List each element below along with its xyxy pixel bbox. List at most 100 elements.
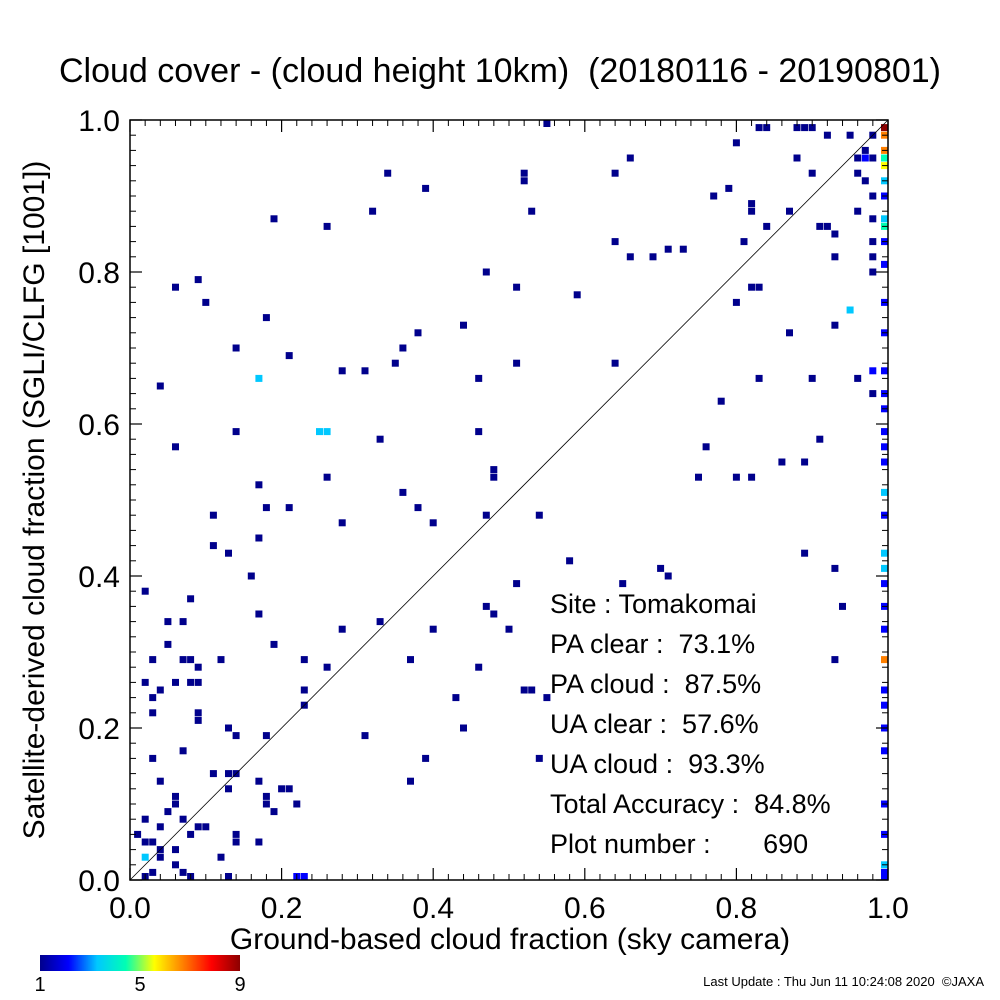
heatmap-cell (611, 359, 619, 367)
heatmap-cell (156, 823, 164, 831)
heatmap-cell (179, 868, 187, 876)
heatmap-cell (429, 625, 437, 633)
heatmap-cell (149, 694, 157, 702)
heatmap-cell (657, 564, 665, 572)
heatmap-cell (391, 359, 399, 367)
heatmap-cell (376, 435, 384, 443)
heatmap-cell (361, 732, 369, 740)
x-tick-label: 0.4 (412, 892, 454, 925)
heatmap-cell (482, 511, 490, 519)
heatmap-cell (194, 716, 202, 724)
heatmap-cell (881, 656, 888, 664)
x-axis-label: Ground-based cloud fraction (sky camera) (229, 923, 791, 956)
y-tick-label: 0.6 (78, 409, 120, 442)
x-tick-label: 0.2 (261, 892, 303, 925)
plot-number-stat: Plot number : 690 (550, 829, 809, 859)
heatmap-cell (475, 374, 483, 382)
heatmap-cell (209, 511, 217, 519)
heatmap-cell (816, 435, 824, 443)
heatmap-cell (831, 253, 839, 261)
ua-cloud-stat: UA cloud : 93.3% (550, 749, 765, 779)
heatmap-cell (225, 770, 232, 778)
heatmap-cell (490, 610, 498, 618)
heatmap-cell (262, 732, 270, 740)
heatmap-cell (414, 329, 422, 337)
heatmap-cell (172, 861, 179, 869)
heatmap-cell (664, 572, 672, 580)
ua-clear-stat: UA clear : 57.6% (550, 709, 759, 739)
last-update-footer: Last Update : Thu Jun 11 10:24:08 2020 ©… (703, 974, 984, 989)
heatmap-cell (407, 777, 414, 785)
x-tick-label: 0.6 (564, 892, 606, 925)
heatmap-cell (490, 466, 498, 474)
heatmap-cell (732, 473, 740, 481)
heatmap-cell (869, 215, 877, 223)
heatmap-cell (376, 618, 384, 626)
heatmap-cell (748, 200, 756, 208)
heatmap-cell (881, 549, 888, 557)
heatmap-cell (740, 238, 748, 246)
heatmap-cell (149, 754, 157, 762)
heatmap-cell (262, 800, 270, 808)
heatmap-cell (831, 656, 839, 664)
heatmap-cell (831, 564, 839, 572)
heatmap-cell (881, 747, 888, 755)
heatmap-cell (232, 344, 240, 352)
heatmap-cell (172, 443, 179, 451)
heatmap-cell (225, 785, 232, 793)
heatmap-cell (611, 169, 619, 177)
heatmap-cell (869, 238, 877, 246)
heatmap-cell (225, 724, 232, 732)
x-tick-label: 1.0 (867, 892, 909, 925)
heatmap-cell (278, 785, 286, 793)
heatmap-cell (626, 253, 634, 261)
heatmap-cell (854, 207, 862, 215)
heatmap-cell (255, 610, 263, 618)
heatmap-cell (452, 694, 460, 702)
heatmap-cell (384, 169, 392, 177)
heatmap-cell (748, 283, 756, 291)
heatmap-cell (755, 374, 763, 382)
heatmap-cell (808, 169, 816, 177)
heatmap-cell (535, 754, 543, 762)
heatmap-cell (869, 367, 877, 375)
heatmap-cell (823, 222, 831, 230)
heatmap-cell (475, 428, 483, 436)
heatmap-cell (187, 678, 195, 686)
heatmap-cell (164, 618, 172, 626)
heatmap-cell (528, 686, 536, 694)
heatmap-cell (460, 724, 467, 732)
heatmap-cell (535, 511, 543, 519)
heatmap-cell (881, 868, 888, 876)
heatmap-cell (172, 792, 179, 800)
heatmap-cell (831, 321, 839, 329)
heatmap-cell (293, 800, 301, 808)
heatmap-cell (300, 686, 308, 694)
heatmap-cell (543, 694, 551, 702)
statistics-box: Site : Tomakomai PA clear : 73.1% PA clo… (550, 584, 831, 864)
y-tick-label: 1.0 (78, 105, 120, 138)
colorbar-tick-label: 5 (134, 974, 146, 996)
heatmap-cell (209, 542, 217, 550)
heatmap-cell (172, 283, 179, 291)
heatmap-cell (141, 838, 149, 846)
heatmap-cell (255, 374, 263, 382)
heatmap-cell (854, 374, 862, 382)
heatmap-cell (619, 580, 627, 588)
heatmap-cell (679, 245, 687, 253)
heatmap-cell (839, 602, 846, 610)
heatmap-cell (778, 458, 786, 466)
heatmap-cell (202, 823, 210, 831)
heatmap-cell (262, 314, 270, 322)
heatmap-cell (801, 549, 809, 557)
heatmap-cell (285, 504, 293, 512)
heatmap-cell (187, 656, 195, 664)
heatmap-cell (149, 838, 157, 846)
heatmap-cell (194, 276, 202, 284)
heatmap-cell (300, 656, 308, 664)
heatmap-cell (801, 124, 809, 132)
heatmap-cell (475, 663, 483, 671)
heatmap-cell (854, 154, 862, 162)
heatmap-cell (255, 534, 263, 542)
y-tick-label: 0.2 (78, 713, 120, 746)
